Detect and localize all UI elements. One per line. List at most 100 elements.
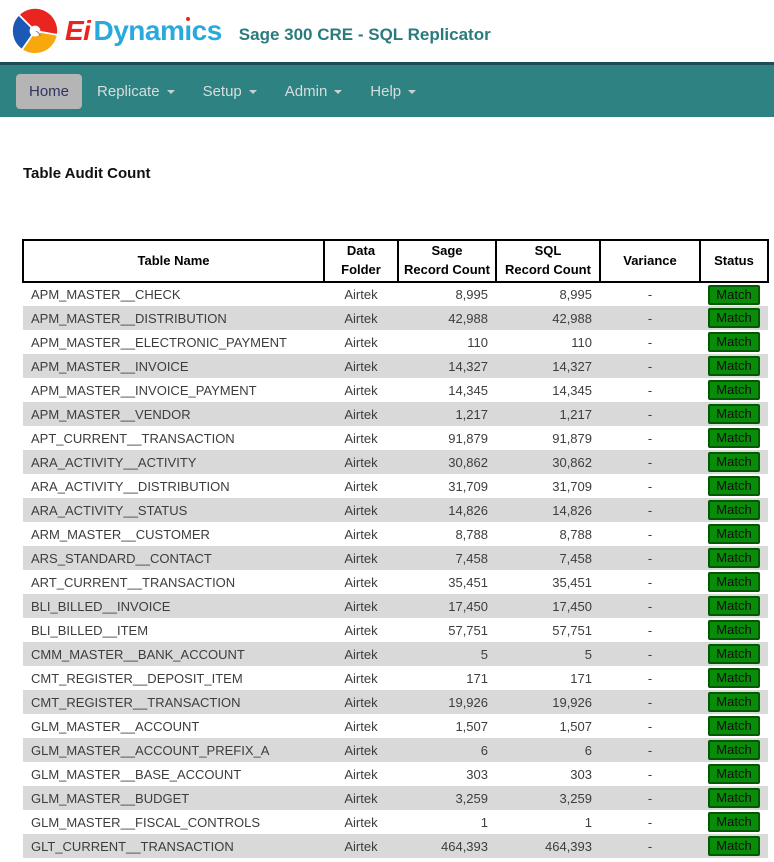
cell-sql-count: 5: [584, 646, 592, 662]
table-row: APM_MASTER__CHECK Airtek 8,995 8,995 - Match: [23, 282, 768, 306]
table-row: APM_MASTER__DISTRIBUTION Airtek 42,988 42,9…: [23, 306, 768, 330]
cell-data-folder: Airtek: [344, 670, 378, 686]
cell-table-name: APM_MASTER__ELECTRONIC_PAYMENT: [31, 334, 287, 350]
cell-sage-count: 30,862: [448, 454, 488, 470]
cell-status: Match: [700, 594, 768, 618]
chevron-down-icon: [166, 90, 175, 94]
cell-sql-count: 171: [570, 670, 592, 686]
cell-sql-count: 91,879: [552, 430, 592, 446]
cell-variance: -: [647, 838, 653, 854]
cell-table-name: CMT_REGISTER__TRANSACTION: [31, 694, 241, 710]
cell-variance: -: [647, 478, 653, 494]
cell-status: Match: [700, 354, 768, 378]
swirl-logo-icon: [11, 7, 59, 55]
nav-item-setup[interactable]: Setup: [190, 74, 270, 109]
table-row: CMM_MASTER__BANK_ACCOUNT Airtek 5 5 - Match: [23, 642, 768, 666]
cell-sage-count: 303: [466, 766, 488, 782]
cell-sage-count: 91,879: [448, 430, 488, 446]
cell-table-name: ARM_MASTER__CUSTOMER: [31, 526, 210, 542]
cell-sql-count: 14,345: [552, 382, 592, 398]
cell-table-name: ARA_ACTIVITY__DISTRIBUTION: [31, 478, 230, 494]
table-row: CMT_REGISTER__TRANSACTION Airtek 19,926 19,…: [23, 690, 768, 714]
cell-table-name: CMM_MASTER__BANK_ACCOUNT: [31, 646, 245, 662]
cell-data-folder: Airtek: [344, 334, 378, 350]
main-nav: Home Replicate Setup Admin Help: [0, 62, 774, 117]
status-badge: Match: [708, 548, 760, 568]
table-row: GLM_MASTER__BUDGET Airtek 3,259 3,259 - Match: [23, 786, 768, 810]
cell-data-folder: Airtek: [344, 790, 378, 806]
cell-status: Match: [700, 450, 768, 474]
cell-status: Match: [700, 666, 768, 690]
cell-table-name: APT_CURRENT__TRANSACTION: [31, 430, 235, 446]
status-badge: Match: [708, 428, 760, 448]
nav-item-home[interactable]: Home: [16, 73, 83, 109]
table-row: APM_MASTER__INVOICE Airtek 14,327 14,327 - Ma…: [23, 354, 768, 378]
cell-status: Match: [700, 570, 768, 594]
cell-status: Match: [700, 282, 768, 306]
cell-sql-count: 1,507: [559, 718, 592, 734]
brand-ei: Ei: [65, 15, 91, 46]
cell-data-folder: Airtek: [344, 287, 378, 302]
cell-sql-count: 8,995: [559, 287, 592, 302]
cell-sql-count: 14,327: [552, 358, 592, 374]
cell-sql-count: 464,393: [545, 838, 592, 854]
audit-table-body: APM_MASTER__CHECK Airtek 8,995 8,995- Match A…: [23, 282, 768, 858]
cell-variance: -: [647, 718, 653, 734]
column-header-table-name: Table Name: [22, 239, 325, 283]
status-badge: Match: [708, 476, 760, 496]
table-row: GLM_MASTER__FISCAL_CONTROLS Airtek 1 1 - Matc…: [23, 810, 768, 834]
status-badge: Match: [708, 740, 760, 760]
cell-table-name: ARA_ACTIVITY__ACTIVITY: [31, 454, 197, 470]
cell-table-name: BLI_BILLED__ITEM: [31, 622, 149, 638]
cell-data-folder: Airtek: [344, 526, 378, 542]
brand-i-dot: [185, 17, 190, 21]
cell-status: Match: [700, 402, 768, 426]
cell-sage-count: 14,327: [448, 358, 488, 374]
table-row: GLT_CURRENT__TRANSACTION Airtek 464,393 464…: [23, 834, 768, 858]
cell-sql-count: 1,217: [559, 406, 592, 422]
cell-sage-count: 57,751: [448, 622, 488, 638]
cell-table-name: ARA_ACTIVITY__STATUS: [31, 502, 188, 518]
status-badge: Match: [708, 716, 760, 736]
cell-table-name: GLM_MASTER__ACCOUNT_PREFIX_A: [31, 742, 270, 758]
table-row: GLM_MASTER__BASE_ACCOUNT Airtek 303 303 - Mat…: [23, 762, 768, 786]
status-badge: Match: [708, 596, 760, 616]
brand-dynamics: Dynam ıcs: [93, 15, 222, 46]
cell-data-folder: Airtek: [344, 718, 378, 734]
nav-item-help[interactable]: Help: [357, 74, 429, 109]
cell-sage-count: 3,259: [455, 790, 488, 806]
table-row: GLM_MASTER__ACCOUNT Airtek 1,507 1,507 - Matc…: [23, 714, 768, 738]
cell-status: Match: [700, 474, 768, 498]
cell-status: Match: [700, 834, 768, 858]
chevron-down-icon: [334, 90, 343, 94]
cell-sql-count: 30,862: [552, 454, 592, 470]
cell-variance: -: [647, 454, 653, 470]
brand-wordmark: Ei Dynam ıcs: [65, 15, 222, 47]
chevron-down-icon: [408, 90, 417, 94]
nav-item-replicate[interactable]: Replicate: [84, 74, 188, 109]
table-row: ART_CURRENT__TRANSACTION Airtek 35,451 35,4…: [23, 570, 768, 594]
cell-table-name: GLT_CURRENT__TRANSACTION: [31, 838, 234, 854]
table-row: APM_MASTER__ELECTRONIC_PAYMENT Airtek 110 1…: [23, 330, 768, 354]
column-header-data-folder: Data Folder: [323, 239, 399, 283]
cell-data-folder: Airtek: [344, 550, 378, 566]
cell-variance: -: [647, 622, 653, 638]
cell-sql-count: 19,926: [552, 694, 592, 710]
nav-item-admin[interactable]: Admin: [272, 74, 356, 109]
cell-table-name: ART_CURRENT__TRANSACTION: [31, 574, 236, 590]
cell-data-folder: Airtek: [344, 454, 378, 470]
table-row: ARA_ACTIVITY__STATUS Airtek 14,826 14,826 - M…: [23, 498, 768, 522]
cell-variance: -: [647, 550, 653, 566]
cell-table-name: APM_MASTER__CHECK: [31, 287, 181, 302]
status-badge: Match: [708, 452, 760, 472]
cell-status: Match: [700, 426, 768, 450]
table-row: CMT_REGISTER__DEPOSIT_ITEM Airtek 171 171 - M…: [23, 666, 768, 690]
table-row: GLM_MASTER__ACCOUNT_PREFIX_A Airtek 6 6 - Mat…: [23, 738, 768, 762]
app-header: Ei Dynam ıcs Sage 300 CRE - SQL Replicator: [0, 0, 774, 62]
cell-sql-count: 14,826: [552, 502, 592, 518]
cell-variance: -: [647, 670, 653, 686]
cell-variance: -: [647, 287, 653, 302]
cell-table-name: GLM_MASTER__BASE_ACCOUNT: [31, 766, 242, 782]
column-header-sql-count: SQL Record Count: [495, 239, 601, 283]
cell-data-folder: Airtek: [344, 358, 378, 374]
